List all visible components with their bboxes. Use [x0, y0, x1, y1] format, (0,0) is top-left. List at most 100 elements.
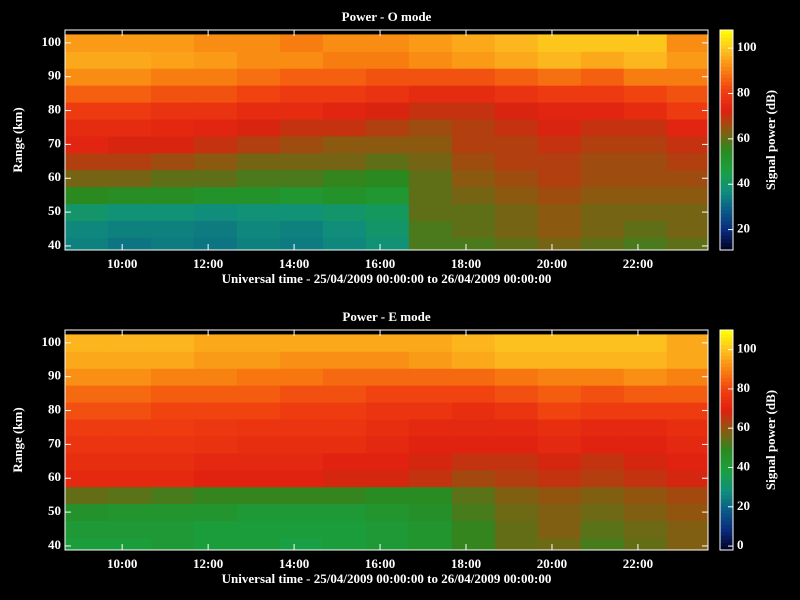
heatmap-cell [107, 169, 152, 188]
heatmap-cell [150, 435, 195, 454]
heatmap-cell [150, 402, 195, 420]
heatmap-cell [494, 203, 539, 222]
colorbar-tick-label: 80 [737, 84, 750, 99]
x-tick-label: 12:00 [193, 256, 223, 271]
heatmap-cell [666, 385, 709, 403]
colorbar-step [720, 399, 733, 404]
heatmap-cell [666, 152, 709, 171]
heatmap-cell [150, 520, 195, 538]
colorbar-step [720, 77, 733, 82]
colorbar-step [720, 491, 733, 496]
y-tick-label: 80 [48, 402, 61, 417]
heatmap-cell [408, 237, 453, 251]
chart-title: Power - O mode [342, 9, 432, 24]
colorbar-step [720, 132, 733, 137]
heatmap-cell [322, 334, 367, 352]
heatmap-cell [107, 334, 152, 352]
heatmap-cell [408, 68, 453, 86]
x-tick-label: 14:00 [279, 556, 309, 571]
heatmap-cell [580, 102, 625, 120]
heatmap-cell [279, 68, 324, 86]
heatmap-cell [494, 102, 539, 120]
colorbar-step [720, 37, 733, 42]
heatmap-cell [451, 503, 496, 522]
x-tick-label: 16:00 [365, 556, 395, 571]
colorbar-step [720, 462, 733, 467]
heatmap-cell [322, 135, 367, 154]
heatmap-cell [537, 334, 582, 352]
colorbar-step [720, 528, 733, 533]
heatmap-cell [236, 119, 281, 137]
heatmap-cell [537, 351, 582, 369]
colorbar-step [720, 66, 733, 71]
colorbar-tick-label: 80 [737, 380, 750, 395]
heatmap-cell [408, 486, 453, 505]
colorbar-tick-label: 100 [737, 39, 757, 54]
heatmap-cell [666, 368, 709, 386]
colorbar-step [720, 209, 733, 214]
heatmap-cell [236, 503, 281, 522]
heatmap-cell [193, 469, 238, 488]
heatmap-cell [580, 486, 625, 505]
colorbar-step [720, 498, 733, 503]
heatmap-cell [494, 469, 539, 488]
heatmap-cell [365, 503, 410, 522]
heatmap-cell [236, 135, 281, 154]
colorbar-step [720, 396, 733, 401]
heatmap-cell [193, 334, 238, 352]
heatmap-cell [623, 102, 668, 120]
heatmap-cell [236, 334, 281, 352]
colorbar-step [720, 195, 733, 200]
colorbar-step [720, 99, 733, 104]
heatmap-cell [451, 102, 496, 120]
colorbar-step [720, 465, 733, 470]
heatmap-cell [65, 85, 109, 103]
colorbar-step [720, 418, 733, 423]
heatmap-cell [451, 34, 496, 52]
heatmap-cell [494, 351, 539, 369]
heatmap-cell [537, 385, 582, 403]
colorbar-step [720, 388, 733, 393]
colorbar-frame [719, 29, 734, 251]
colorbar-step [720, 447, 733, 452]
colorbar-step [720, 198, 733, 203]
heatmap-cell [365, 486, 410, 505]
colorbar-step [720, 173, 733, 178]
colorbar-step [720, 542, 733, 547]
colorbar-step [720, 535, 733, 540]
heatmap-cell [193, 452, 238, 471]
colorbar-step [720, 118, 733, 123]
heatmap-cell [279, 186, 324, 205]
colorbar-step [720, 151, 733, 156]
heatmap-cell [322, 34, 367, 52]
heatmap-cell [107, 203, 152, 222]
heatmap-cell [365, 334, 410, 352]
heatmap-cell [107, 102, 152, 120]
colorbar-step [720, 520, 733, 525]
heatmap-cell [666, 351, 709, 369]
heatmap-cell [107, 51, 152, 69]
heatmap-cell [666, 220, 709, 238]
heatmap-cell [537, 51, 582, 69]
x-tick-label: 22:00 [623, 256, 653, 271]
colorbar-step [720, 506, 733, 511]
heatmap-cell [65, 486, 109, 505]
colorbar-step [720, 524, 733, 529]
heatmap-cell [537, 237, 582, 251]
heatmap-cell [494, 85, 539, 103]
heatmap-cell [322, 419, 367, 437]
heatmap-cell [279, 435, 324, 454]
heatmap-cell [365, 385, 410, 403]
heatmap-cell [365, 119, 410, 137]
heatmap-cell [65, 102, 109, 120]
x-tick-label: 20:00 [537, 556, 567, 571]
heatmap-cell [494, 385, 539, 403]
heatmap-cell [580, 435, 625, 454]
heatmap-cell [623, 85, 668, 103]
x-tick-label: 16:00 [365, 256, 395, 271]
colorbar-step [720, 374, 733, 379]
heatmap-cell [65, 203, 109, 222]
heatmap-cell [494, 520, 539, 538]
colorbar-tick-label: 20 [737, 498, 750, 513]
heatmap-cell [408, 34, 453, 52]
